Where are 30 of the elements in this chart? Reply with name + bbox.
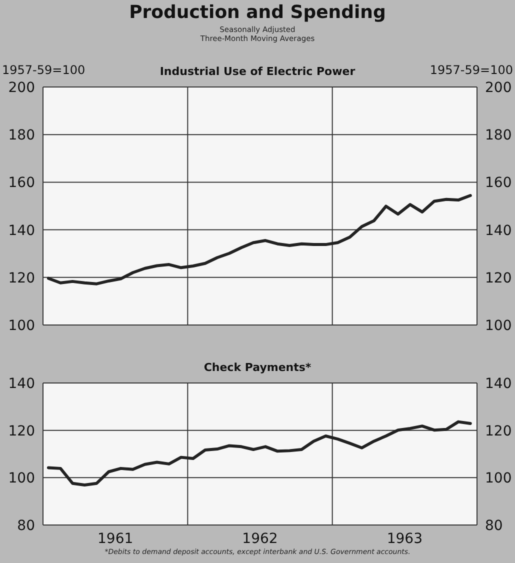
y2-tick-label: 100: [485, 470, 512, 487]
y2-tick-label: 180: [485, 128, 512, 144]
y2-tick-label: 120: [485, 270, 512, 286]
y2-tick-label: 140: [485, 222, 512, 239]
x-tick-label: 1961: [98, 530, 134, 547]
y2-tick-label: 100: [485, 318, 512, 334]
x-tick-label: 1962: [242, 530, 278, 547]
y-tick-label: 140: [8, 222, 35, 239]
line-series: [46, 420, 472, 487]
line-series: [46, 194, 472, 286]
y2-tick-label: 200: [485, 80, 512, 96]
y-tick-label: 100: [8, 318, 35, 334]
text: Industrial Use of Electric Power: [160, 65, 356, 78]
y-tick-label: 120: [8, 423, 35, 440]
y2-tick-label: 160: [485, 175, 512, 192]
chart-title: Check Payments*: [202, 361, 312, 374]
y-axis-title: 1957-59=100: [2, 63, 86, 77]
y2-axis-title: 1957-59=100: [430, 63, 513, 77]
y-tick-label: 200: [8, 80, 35, 96]
y-tick-label: 80: [17, 518, 35, 534]
x-tick-label: 1963: [386, 530, 422, 547]
y-tick-label: 100: [8, 470, 35, 487]
y-tick-label: 160: [8, 175, 35, 192]
y2-tick-label: 120: [485, 423, 512, 440]
y-tick-label: 180: [8, 128, 35, 144]
y2-tick-label: 80: [485, 518, 503, 534]
y-tick-label: 140: [8, 376, 35, 392]
y2-tick-label: 140: [485, 376, 512, 392]
chart-title: Production and Spending: [128, 2, 387, 23]
y-tick-label: 120: [8, 270, 35, 286]
